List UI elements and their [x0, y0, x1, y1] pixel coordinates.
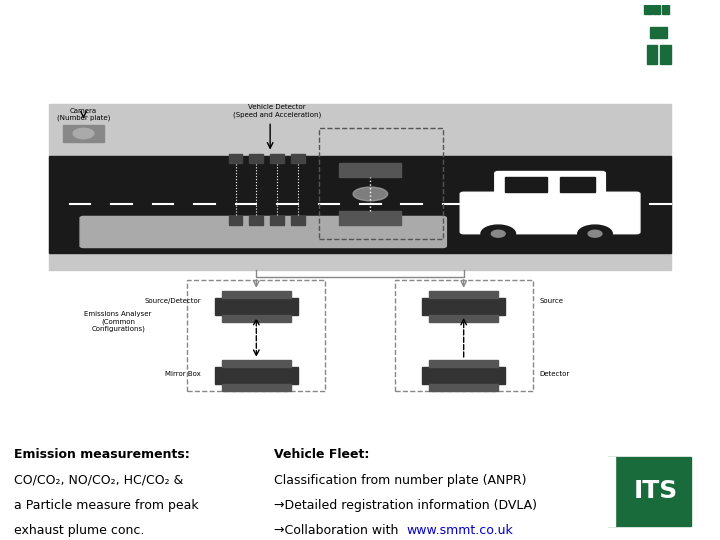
Bar	[222, 384, 291, 391]
Text: UNIVERSITY OF LEEDS: UNIVERSITY OF LEEDS	[513, 60, 668, 73]
Bar	[291, 154, 305, 163]
Bar	[339, 211, 402, 225]
Text: A remote sensing approach: A remote sensing approach	[47, 58, 258, 73]
Bar	[270, 217, 284, 225]
Bar	[604, 457, 615, 526]
Bar	[429, 384, 498, 391]
Text: a Particle measure from peak: a Particle measure from peak	[14, 499, 199, 512]
Ellipse shape	[353, 187, 387, 201]
Text: Camera
(Number plate): Camera (Number plate)	[57, 107, 110, 121]
Text: ITS: ITS	[634, 480, 678, 503]
Text: →Detailed registration information (DVLA): →Detailed registration information (DVLA…	[274, 499, 536, 512]
FancyBboxPatch shape	[460, 192, 640, 234]
Bar	[249, 154, 264, 163]
Circle shape	[588, 230, 602, 237]
Bar	[63, 125, 104, 142]
Bar	[650, 26, 667, 38]
Circle shape	[491, 230, 505, 237]
Bar	[422, 298, 505, 315]
Text: Source: Source	[540, 298, 564, 304]
Text: →Collaboration with: →Collaboration with	[274, 524, 402, 537]
Bar	[429, 360, 498, 367]
Bar	[249, 217, 264, 225]
Circle shape	[481, 225, 516, 242]
Bar	[429, 315, 498, 322]
Bar	[648, 8, 670, 24]
Bar	[270, 154, 284, 163]
Text: Detector: Detector	[540, 370, 570, 377]
Text: Emission measurements:: Emission measurements:	[14, 448, 190, 461]
Bar	[662, 5, 669, 14]
Bar	[505, 177, 546, 192]
Bar	[49, 104, 671, 270]
Text: Classification from number plate (ANPR): Classification from number plate (ANPR)	[274, 474, 526, 487]
Bar	[229, 217, 243, 225]
Bar	[653, 5, 660, 14]
Text: Mirror Box: Mirror Box	[166, 370, 201, 377]
Text: Emissions Analyser
(Common
Configurations): Emissions Analyser (Common Configuration…	[84, 312, 152, 332]
Text: CO/CO₂, NO/CO₂, HC/CO₂ &: CO/CO₂, NO/CO₂, HC/CO₂ &	[14, 474, 184, 487]
Text: [1a]: [1a]	[14, 26, 40, 39]
Bar	[429, 291, 498, 298]
Bar	[222, 315, 291, 322]
Bar	[229, 154, 243, 163]
Circle shape	[577, 225, 612, 242]
Bar	[644, 5, 652, 14]
Bar	[422, 367, 505, 384]
Bar	[560, 177, 595, 192]
Bar	[660, 45, 671, 64]
Bar	[222, 360, 291, 367]
Bar	[339, 163, 402, 177]
Circle shape	[73, 129, 94, 139]
Bar	[49, 156, 671, 253]
Bar	[222, 291, 291, 298]
Bar	[215, 367, 298, 384]
Text: Vehicle Fleet:: Vehicle Fleet:	[274, 448, 369, 461]
Bar	[608, 457, 690, 526]
Text: Vehicle Detector
(Speed and Acceleration): Vehicle Detector (Speed and Acceleration…	[233, 104, 321, 118]
Text: exhaust plume conc.: exhaust plume conc.	[14, 524, 145, 537]
Text: ON ROAD VEHICLE EMISSIONS:: ON ROAD VEHICLE EMISSIONS:	[47, 20, 478, 44]
Bar	[647, 45, 657, 64]
FancyBboxPatch shape	[495, 172, 606, 195]
Bar	[215, 298, 298, 315]
Text: www.smmt.co.uk: www.smmt.co.uk	[407, 524, 513, 537]
Bar	[641, 24, 677, 78]
Bar	[291, 217, 305, 225]
Text: Source/Detector: Source/Detector	[145, 298, 201, 304]
FancyBboxPatch shape	[80, 217, 446, 247]
